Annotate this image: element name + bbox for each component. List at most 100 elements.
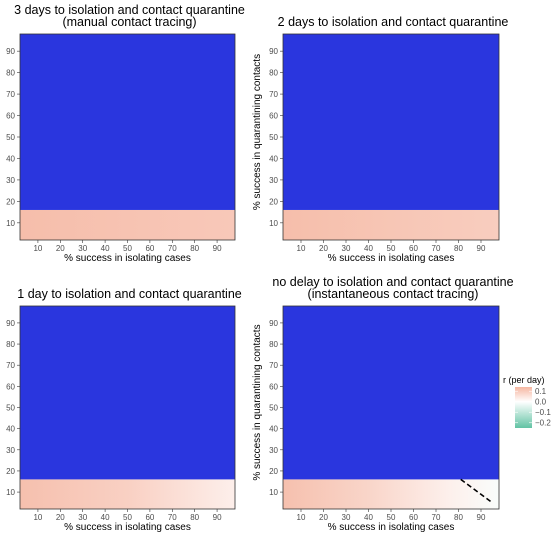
x-tick-label: 60: [145, 513, 154, 522]
x-tick-label: 80: [190, 244, 199, 253]
y-tick-label: 80: [269, 340, 278, 349]
y-tick-label: 10: [6, 219, 15, 228]
heat-strip: [20, 479, 235, 509]
panel-title: (manual contact tracing): [62, 15, 196, 29]
x-tick-label: 30: [342, 513, 351, 522]
y-tick-label: 80: [6, 340, 15, 349]
x-tick-label: 10: [33, 513, 42, 522]
y-tick-label: 50: [269, 133, 278, 142]
y-tick-label: 70: [269, 361, 278, 370]
masked-region: [20, 306, 235, 480]
x-tick-label: 30: [78, 244, 87, 253]
panel-2: 10 20 30 40 50 60 70 80 90 10 20 30 40 50 60 70 80 90 2 da…: [252, 15, 508, 264]
x-tick-label: 50: [387, 513, 396, 522]
x-tick-label: 10: [297, 513, 306, 522]
y-tick-label: 70: [269, 90, 278, 99]
y-tick-label: 10: [269, 488, 278, 497]
legend-title: r (per day): [503, 375, 545, 385]
y-tick-label: 40: [6, 154, 15, 163]
x-tick-label: 40: [101, 244, 110, 253]
y-axis-title: % success in quarantining contacts: [252, 54, 263, 210]
x-tick-label: 90: [477, 244, 486, 253]
x-tick-label: 50: [123, 244, 132, 253]
y-tick-label: 80: [6, 69, 15, 78]
legend-label: −0.2: [535, 419, 551, 428]
masked-region: [20, 34, 235, 210]
masked-region: [283, 34, 499, 210]
x-tick-label: 60: [145, 244, 154, 253]
y-tick-label: 90: [6, 47, 15, 56]
panel-title: no delay to isolation and contact quaran…: [272, 275, 513, 289]
panel-1: 10 20 30 40 50 60 70 80 90 10 20 30 40 50 60 70 80 90 3 da…: [6, 3, 245, 264]
heat-strip: [283, 479, 499, 509]
y-tick-label: 70: [6, 90, 15, 99]
panel-title: 2 days to isolation and contact quaranti…: [278, 15, 509, 29]
x-tick-label: 20: [319, 244, 328, 253]
x-tick-label: 70: [168, 244, 177, 253]
x-axis-title: % success in isolating cases: [64, 253, 191, 264]
x-axis-title: % success in isolating cases: [64, 522, 191, 533]
y-tick-label: 50: [6, 404, 15, 413]
y-tick-label: 30: [269, 176, 278, 185]
y-tick-label: 20: [269, 467, 278, 476]
y-tick-label: 40: [269, 425, 278, 434]
x-tick-label: 60: [409, 244, 418, 253]
x-tick-label: 60: [409, 513, 418, 522]
x-tick-label: 30: [342, 244, 351, 253]
facet-panels: 10 20 30 40 50 60 70 80 90 10 20 30 40 50 60 70 80 90 3 da…: [6, 3, 514, 533]
y-tick-label: 30: [269, 446, 278, 455]
x-tick-label: 40: [101, 513, 110, 522]
x-tick-label: 20: [56, 513, 65, 522]
y-tick-label: 40: [269, 154, 278, 163]
panel-4: 10 20 30 40 50 60 70 80 90 10 20 30 40 50 60 70 80 90 no d…: [252, 275, 514, 533]
color-legend: r (per day) 0.1 0.0−0.1 −0.2: [503, 375, 551, 428]
legend-colorbar: [515, 387, 532, 428]
y-tick-label: 90: [269, 319, 278, 328]
x-tick-label: 50: [123, 513, 132, 522]
y-tick-label: 30: [6, 446, 15, 455]
x-tick-label: 70: [432, 244, 441, 253]
y-tick-label: 60: [6, 112, 15, 121]
y-tick-label: 90: [269, 47, 278, 56]
y-tick-label: 10: [6, 488, 15, 497]
x-tick-label: 10: [297, 244, 306, 253]
y-tick-label: 60: [269, 112, 278, 121]
y-tick-label: 20: [6, 197, 15, 206]
y-tick-label: 50: [6, 133, 15, 142]
x-axis-title: % success in isolating cases: [328, 522, 455, 533]
zero-growth-contour: [460, 478, 493, 504]
y-tick-label: 50: [269, 404, 278, 413]
x-axis-title: % success in isolating cases: [328, 253, 455, 264]
legend-label: 0.0: [535, 398, 547, 407]
x-tick-label: 10: [33, 244, 42, 253]
x-tick-label: 70: [432, 513, 441, 522]
x-tick-label: 90: [213, 244, 222, 253]
y-tick-label: 60: [269, 382, 278, 391]
y-tick-label: 20: [269, 197, 278, 206]
masked-region: [283, 306, 499, 480]
y-tick-label: 10: [269, 219, 278, 228]
y-tick-label: 60: [6, 382, 15, 391]
y-tick-label: 80: [269, 69, 278, 78]
x-tick-label: 70: [168, 513, 177, 522]
x-tick-label: 20: [56, 244, 65, 253]
panel-3: 10 20 30 40 50 60 70 80 90 10 20 30 40 50 60 70 80 90 1 da…: [6, 287, 242, 533]
x-tick-label: 40: [364, 513, 373, 522]
x-tick-label: 80: [190, 513, 199, 522]
x-tick-label: 80: [454, 244, 463, 253]
y-tick-label: 90: [6, 319, 15, 328]
panel-title: 1 day to isolation and contact quarantin…: [17, 287, 242, 301]
y-axis-title: % success in quarantining contacts: [252, 324, 263, 480]
x-tick-label: 50: [387, 244, 396, 253]
x-tick-label: 80: [454, 513, 463, 522]
y-tick-label: 20: [6, 467, 15, 476]
legend-label: 0.1: [535, 387, 547, 396]
panel-title: 3 days to isolation and contact quaranti…: [14, 3, 245, 17]
heat-strip: [283, 209, 499, 240]
legend-label: −0.1: [535, 408, 551, 417]
x-tick-label: 20: [319, 513, 328, 522]
x-tick-label: 30: [78, 513, 87, 522]
x-tick-label: 90: [213, 513, 222, 522]
y-tick-label: 70: [6, 361, 15, 370]
